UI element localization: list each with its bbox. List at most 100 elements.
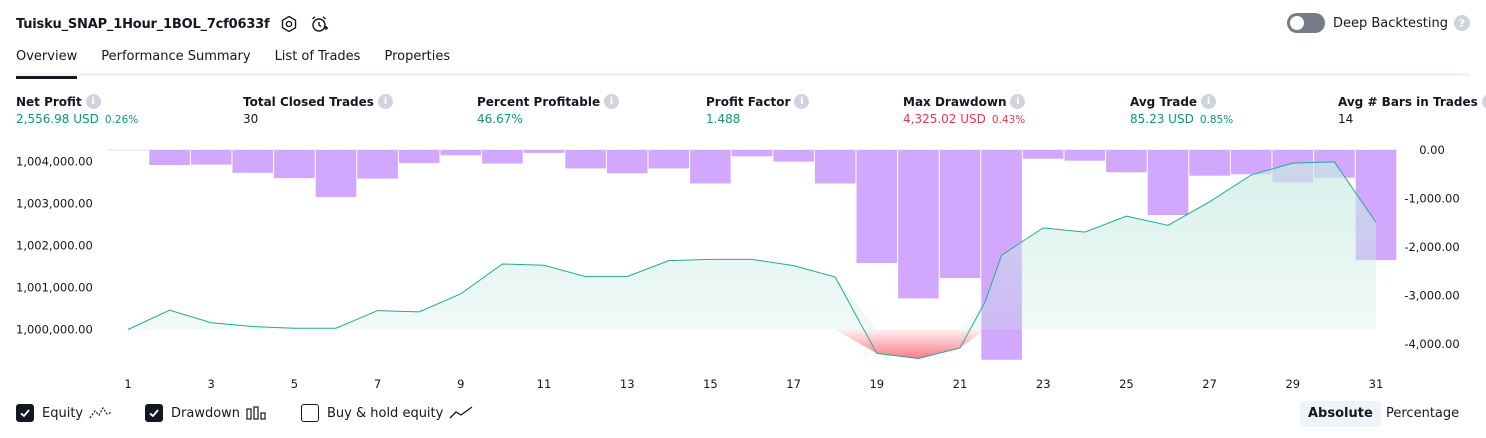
- metric-label: Profit Factor: [706, 94, 791, 109]
- metric-percent: 0.85%: [1199, 114, 1234, 126]
- drawdown-bar: [773, 150, 814, 162]
- legend-equity[interactable]: Equity: [16, 404, 113, 422]
- tab-performance-summary[interactable]: Performance Summary: [101, 49, 251, 64]
- x-axis-label: 3: [208, 377, 215, 391]
- equity-checkbox[interactable]: [16, 404, 34, 422]
- help-icon[interactable]: i: [1201, 94, 1217, 109]
- deep-backtesting: Deep Backtesting ?: [1286, 13, 1470, 33]
- equity-loss-area: [128, 329, 1376, 359]
- percentage-mode-button[interactable]: Percentage: [1386, 406, 1460, 421]
- x-axis-label: 23: [1036, 377, 1051, 391]
- metric-value: 14: [1338, 112, 1354, 126]
- metric-percent: 0.43%: [991, 114, 1026, 126]
- equity-area: [128, 161, 1376, 330]
- deep-backtesting-label: Deep Backtesting: [1332, 15, 1448, 31]
- drawdown-bar: [190, 150, 232, 165]
- metric-value: 46.67%: [477, 112, 523, 126]
- buy-hold-line-icon: [449, 406, 473, 420]
- metric-label: Avg Trade: [1130, 94, 1198, 109]
- metric-value: 4,325.02 USD: [903, 112, 986, 126]
- metric-label: Total Closed Trades: [243, 94, 374, 109]
- equity-axis-label: 1,001,000.00: [16, 281, 93, 295]
- drawdown-bar: [731, 150, 773, 157]
- tab-properties[interactable]: Properties: [384, 49, 451, 64]
- x-axis-label: 1: [124, 377, 131, 391]
- tab-list-of-trades[interactable]: List of Trades: [274, 49, 361, 64]
- tab-overview[interactable]: Overview: [16, 44, 78, 79]
- deep-backtesting-toggle[interactable]: [1286, 13, 1325, 33]
- metric-avg-trade: Avg Trade i 85.23 USD 0.85%: [1130, 94, 1233, 126]
- x-axis-label: 13: [620, 377, 635, 391]
- metric-label: Net Profit: [16, 94, 82, 109]
- metric-percent: 0.26%: [104, 114, 139, 126]
- drawdown-checkbox[interactable]: [145, 404, 163, 422]
- drawdown-axis-label: -2,000.00: [1404, 240, 1459, 254]
- drawdown-bar: [440, 150, 482, 156]
- drawdown-bar: [648, 150, 690, 169]
- drawdown-bar: [1106, 150, 1147, 173]
- x-axis-label: 31: [1369, 377, 1384, 391]
- x-axis-label: 21: [953, 377, 968, 391]
- help-icon[interactable]: i: [794, 94, 810, 109]
- drawdown-bar: [274, 150, 315, 179]
- toggle-knob: [1289, 16, 1304, 30]
- x-axis-label: 29: [1285, 377, 1300, 391]
- report-header: Tuisku_SNAP_1Hour_1BOL_7cf0633f: [16, 12, 329, 36]
- x-axis-label: 17: [786, 377, 801, 391]
- drawdown-bar: [690, 150, 731, 184]
- metric-percent-profitable: Percent Profitable i 46.67%: [477, 94, 620, 126]
- help-icon[interactable]: i: [604, 94, 620, 109]
- drawdown-bar: [898, 150, 939, 299]
- legend-label: Drawdown: [171, 405, 241, 421]
- x-axis-label: 11: [537, 377, 552, 391]
- drawdown-axis-label: 0.00: [1419, 143, 1445, 157]
- drawdown-bar: [939, 150, 981, 279]
- drawdown-bar: [232, 150, 274, 173]
- x-axis-label: 7: [374, 377, 381, 391]
- equity-axis-label: 1,000,000.00: [16, 323, 93, 337]
- legend-drawdown[interactable]: Drawdown: [145, 404, 266, 422]
- legend-buy-hold[interactable]: Buy & hold equity: [301, 404, 473, 422]
- drawdown-bars-icon: [246, 406, 266, 420]
- metric-profit-factor: Profit Factor i 1.488: [706, 94, 810, 126]
- drawdown-bar: [1189, 150, 1230, 176]
- settings-icon[interactable]: [279, 14, 299, 34]
- metric-net-profit: Net Profit i 2,556.98 USD 0.26%: [16, 94, 138, 126]
- x-axis-label: 9: [457, 377, 464, 391]
- strategy-title: Tuisku_SNAP_1Hour_1BOL_7cf0633f: [16, 16, 270, 32]
- equity-drawdown-chart[interactable]: 1,000,000.00 1,001,000.00 1,002,000.00 1,00…: [0, 0, 1486, 400]
- metric-label: Max Drawdown: [903, 94, 1007, 109]
- equity-axis-label: 1,004,000.00: [16, 155, 93, 169]
- drawdown-bar: [149, 150, 190, 166]
- legend-label: Buy & hold equity: [327, 405, 444, 421]
- absolute-mode-button[interactable]: Absolute: [1300, 401, 1381, 427]
- help-icon[interactable]: i: [85, 94, 101, 109]
- x-axis-label: 19: [869, 377, 884, 391]
- drawdown-bar: [565, 150, 606, 169]
- help-icon[interactable]: i: [377, 94, 393, 109]
- metric-max-drawdown: Max Drawdown i 4,325.02 USD 0.43%: [903, 94, 1026, 126]
- drawdown-axis-label: -4,000.00: [1404, 337, 1459, 351]
- drawdown-bar: [814, 150, 856, 184]
- drawdown-bar: [1064, 150, 1106, 161]
- buy-hold-checkbox[interactable]: [301, 404, 319, 422]
- x-axis-label: 15: [703, 377, 718, 391]
- drawdown-bar: [1147, 150, 1189, 215]
- drawdown-bar: [398, 150, 440, 164]
- drawdown-axis-label: -1,000.00: [1404, 192, 1459, 206]
- metric-value: 30: [243, 112, 259, 126]
- help-icon[interactable]: i: [1010, 94, 1026, 109]
- metric-value: 2,556.98 USD: [16, 112, 99, 126]
- drawdown-bar: [357, 150, 398, 179]
- drawdown-bar: [523, 150, 565, 153]
- add-alert-icon[interactable]: [309, 14, 329, 34]
- help-icon[interactable]: i: [1481, 94, 1486, 109]
- drawdown-bar: [315, 150, 357, 198]
- x-axis-label: 25: [1119, 377, 1134, 391]
- metric-label: Avg # Bars in Trades: [1338, 94, 1478, 109]
- drawdown-axis-label: -3,000.00: [1404, 289, 1459, 303]
- help-icon[interactable]: ?: [1454, 15, 1470, 31]
- drawdown-bar: [856, 150, 898, 264]
- equity-axis-label: 1,003,000.00: [16, 197, 93, 211]
- legend-label: Equity: [42, 405, 84, 421]
